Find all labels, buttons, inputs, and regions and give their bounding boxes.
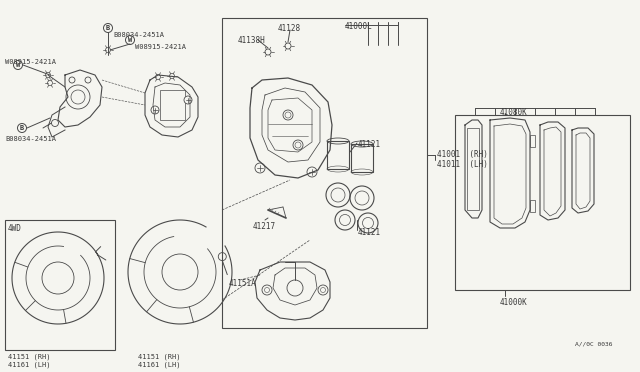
Circle shape bbox=[184, 96, 192, 104]
Text: 41217: 41217 bbox=[253, 222, 276, 231]
Text: 41080K: 41080K bbox=[500, 108, 528, 117]
Text: 41011  (LH): 41011 (LH) bbox=[437, 160, 488, 169]
Bar bbox=[5, 220, 115, 350]
Bar bbox=[351, 144, 373, 172]
Text: B08034-2451A: B08034-2451A bbox=[113, 32, 164, 38]
Text: 41151 (RH): 41151 (RH) bbox=[8, 354, 51, 360]
Circle shape bbox=[45, 73, 51, 77]
Text: B: B bbox=[106, 25, 110, 31]
Text: B08034-2451A: B08034-2451A bbox=[5, 136, 56, 142]
Text: 41121: 41121 bbox=[358, 228, 381, 237]
Text: A//0C 0036: A//0C 0036 bbox=[575, 342, 612, 347]
Text: 41001  (RH): 41001 (RH) bbox=[437, 150, 488, 159]
Bar bbox=[467, 128, 479, 210]
Bar bbox=[530, 200, 535, 212]
Circle shape bbox=[170, 74, 175, 78]
Circle shape bbox=[51, 119, 58, 126]
Text: 41000L: 41000L bbox=[345, 22, 372, 31]
Bar bbox=[160, 90, 185, 120]
Text: B: B bbox=[20, 125, 24, 131]
Text: 41121: 41121 bbox=[358, 140, 381, 149]
Bar bbox=[455, 115, 630, 290]
Bar bbox=[327, 141, 349, 169]
Circle shape bbox=[151, 106, 159, 114]
Text: W: W bbox=[128, 37, 132, 43]
Circle shape bbox=[156, 74, 161, 80]
Text: 41151 (RH): 41151 (RH) bbox=[138, 354, 180, 360]
Text: 41000K: 41000K bbox=[500, 298, 528, 307]
Text: 41151A: 41151A bbox=[228, 279, 256, 288]
Text: 41128: 41128 bbox=[278, 24, 301, 33]
Circle shape bbox=[285, 43, 291, 49]
Text: W08915-2421A: W08915-2421A bbox=[135, 44, 186, 50]
Bar bbox=[530, 135, 535, 147]
Text: W: W bbox=[16, 62, 20, 68]
Circle shape bbox=[106, 48, 111, 52]
Text: 41161 (LH): 41161 (LH) bbox=[8, 362, 51, 369]
Circle shape bbox=[265, 49, 271, 55]
Circle shape bbox=[47, 80, 52, 86]
Text: 41161 (LH): 41161 (LH) bbox=[138, 362, 180, 369]
Text: 41138H: 41138H bbox=[238, 36, 266, 45]
Text: W08915-2421A: W08915-2421A bbox=[5, 59, 56, 65]
Text: 4WD: 4WD bbox=[8, 224, 22, 233]
Bar bbox=[222, 18, 427, 328]
